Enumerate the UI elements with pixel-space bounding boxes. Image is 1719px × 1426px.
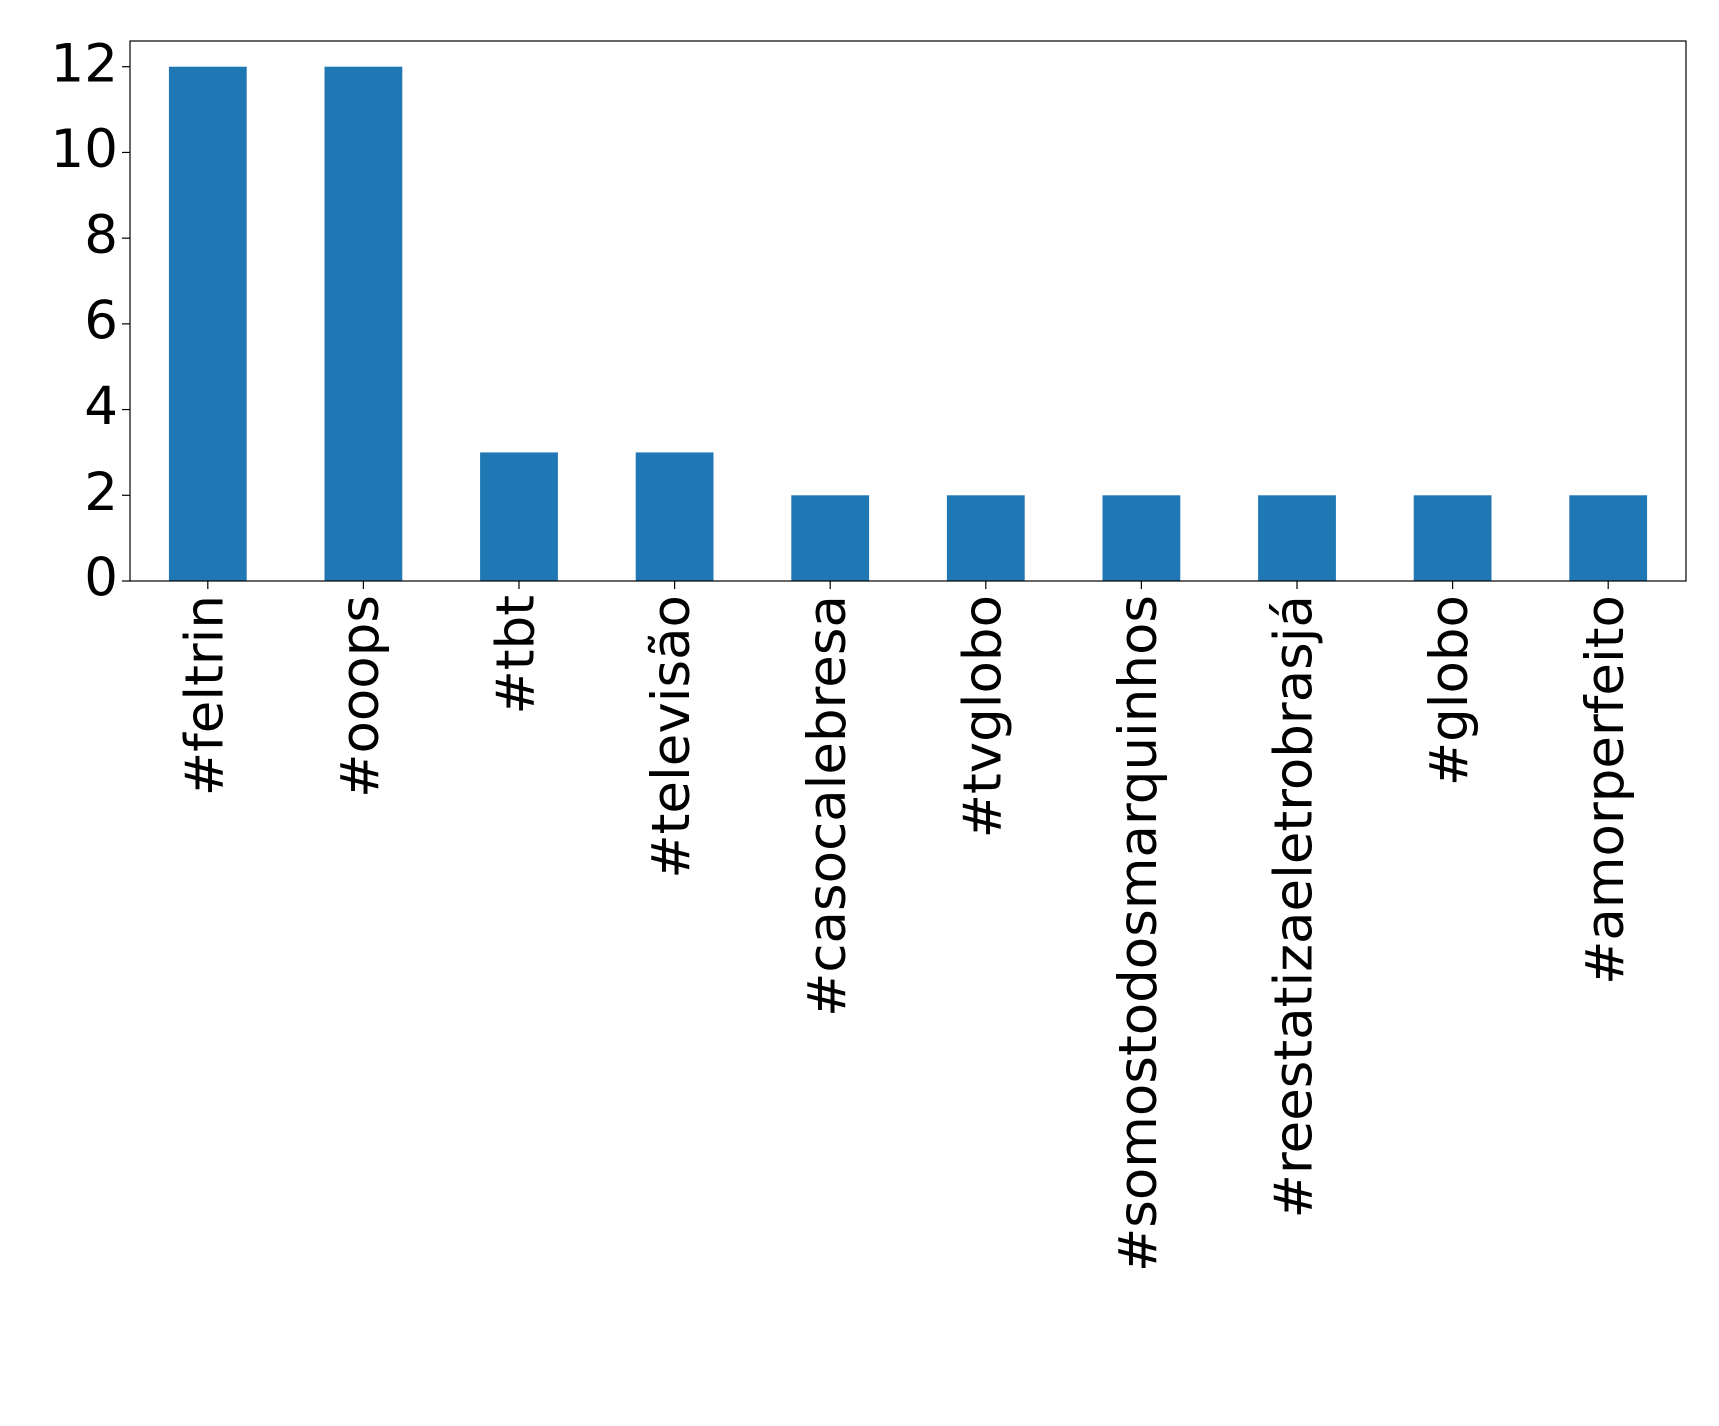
bar: [1102, 495, 1181, 581]
x-tick-label: #feltrin: [174, 595, 235, 796]
y-tick-label: 0: [84, 548, 118, 609]
x-tick-label: #tbt: [486, 595, 547, 715]
x-tick-label: #somostodosmarquinhos: [1108, 595, 1169, 1272]
x-tick-label: #ooops: [330, 595, 391, 798]
bar: [168, 66, 247, 581]
bar: [635, 452, 714, 581]
x-tick-label: #reestatizaeletrobrasjá: [1264, 595, 1325, 1218]
bar: [1569, 495, 1648, 581]
x-tick-label: #casocalebresa: [797, 595, 858, 1017]
bar: [324, 66, 403, 581]
x-tick-label: #televisão: [641, 595, 702, 879]
x-tick-label: #globo: [1419, 595, 1480, 786]
x-tick-label: #amorperfeito: [1575, 595, 1636, 985]
y-tick-label: 8: [84, 205, 118, 266]
y-tick-label: 6: [84, 290, 118, 351]
y-tick-label: 12: [51, 33, 118, 94]
bar: [1258, 495, 1336, 581]
y-tick-label: 2: [84, 462, 118, 523]
bar: [946, 495, 1025, 581]
bar: [791, 495, 870, 581]
bar: [1413, 495, 1492, 581]
x-tick-label: #tvglobo: [952, 595, 1013, 838]
y-tick-label: 4: [84, 376, 118, 437]
y-tick-label: 10: [51, 119, 118, 180]
bar: [480, 452, 558, 581]
plot-frame: [129, 40, 1687, 582]
